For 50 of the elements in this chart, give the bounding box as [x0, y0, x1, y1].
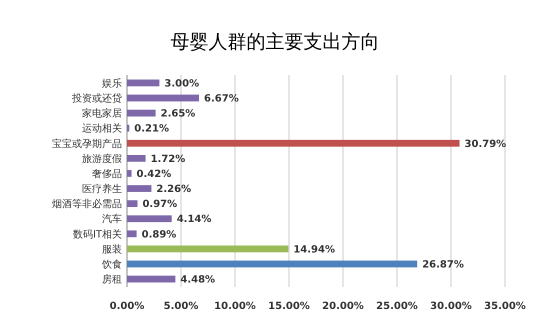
bar [127, 140, 460, 147]
y-tick-label: 奢侈品 [92, 168, 122, 180]
y-tick-label: 娱乐 [102, 77, 122, 90]
x-tick-label: 30.00% [430, 301, 472, 312]
bar [127, 260, 418, 268]
bar [127, 185, 152, 192]
data-label: 14.94% [293, 244, 336, 256]
y-tick-label: 数码IT相关 [72, 228, 122, 240]
y-tick-label: 宝宝或孕期产品 [52, 138, 122, 150]
y-tick-label: 医疗养生 [82, 183, 122, 196]
bar [127, 276, 176, 282]
data-label: 0.89% [142, 229, 176, 240]
data-label: 2.65% [160, 108, 196, 120]
data-label: 0.42% [136, 168, 172, 180]
bar [127, 110, 156, 116]
y-tick-label: 旅游度假 [82, 152, 122, 165]
data-label: 6.67% [204, 94, 239, 105]
data-label: 0.21% [134, 124, 169, 135]
x-tick-label: 10.00% [214, 301, 256, 312]
y-tick-label: 投资或还贷 [71, 92, 122, 105]
x-tick-label: 5.00% [164, 301, 198, 312]
bar [127, 200, 138, 208]
x-tick-label: 25.00% [376, 301, 418, 312]
y-tick-label: 饮食 [101, 258, 122, 270]
data-label: 26.87% [422, 259, 464, 270]
x-tick-label: 35.00% [484, 301, 526, 312]
data-label: 1.72% [150, 154, 186, 165]
x-tick-label: 15.00% [268, 301, 310, 312]
data-label: 3.00% [164, 78, 200, 90]
y-tick-label: 汽车 [102, 213, 122, 226]
data-label: 4.14% [176, 214, 212, 226]
data-label: 30.79% [464, 138, 506, 150]
y-tick-label: 家电家居 [82, 108, 122, 120]
bar [127, 154, 146, 162]
x-tick-label: 20.00% [322, 301, 364, 312]
bar [127, 246, 288, 252]
bar [127, 230, 137, 238]
y-tick-label: 烟酒等非必需品 [52, 198, 122, 210]
bar [127, 94, 200, 102]
bar [127, 215, 172, 222]
y-tick-label: 运动相关 [82, 122, 122, 135]
data-label: 4.48% [180, 274, 216, 286]
x-tick-label: 0.00% [110, 301, 144, 312]
bar [127, 80, 160, 86]
data-label: 0.97% [142, 199, 178, 210]
bar [127, 170, 132, 177]
chart-title: 母婴人群的主要支出方向 [170, 31, 380, 53]
y-tick-label: 房租 [102, 274, 122, 286]
data-label: 2.26% [156, 184, 192, 196]
y-tick-label: 服装 [102, 243, 122, 256]
